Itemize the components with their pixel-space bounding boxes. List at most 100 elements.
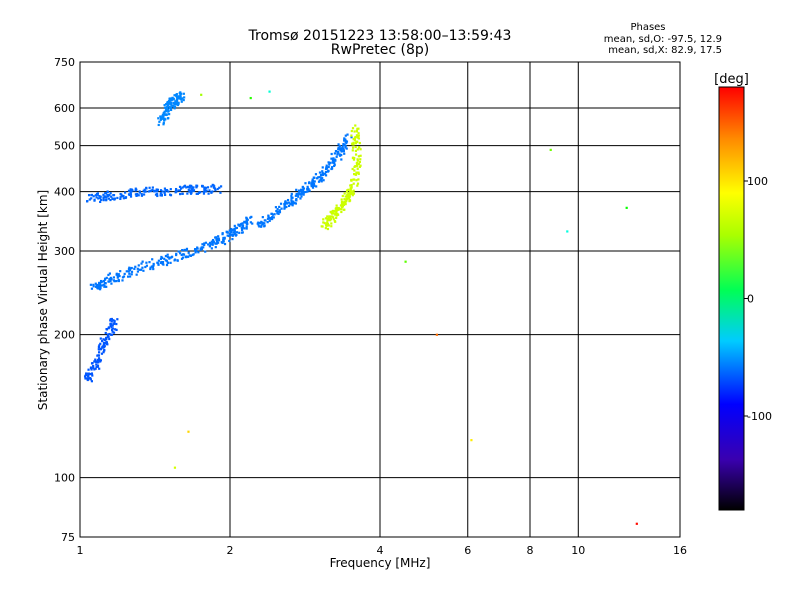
data-point (341, 145, 344, 148)
data-point (166, 102, 169, 105)
data-point (213, 185, 216, 188)
data-point (347, 188, 350, 191)
data-point (87, 375, 90, 378)
data-point (353, 169, 356, 172)
data-point (344, 146, 347, 149)
data-point (141, 266, 144, 269)
data-point (105, 340, 108, 343)
data-point (330, 222, 333, 225)
data-point (342, 147, 345, 150)
data-point (181, 186, 184, 189)
data-point (353, 172, 356, 176)
data-point (151, 188, 154, 192)
data-point (167, 108, 170, 111)
data-point (323, 222, 326, 225)
data-point (108, 278, 111, 281)
data-point (276, 212, 279, 215)
x-tick-label: 1 (77, 544, 84, 557)
data-point (159, 194, 162, 197)
data-point (331, 215, 334, 218)
data-point (358, 165, 361, 168)
data-point (136, 270, 140, 273)
data-point (342, 149, 345, 152)
data-point (299, 197, 302, 200)
data-point (163, 119, 166, 122)
data-point (320, 177, 323, 180)
data-point (354, 173, 358, 176)
data-point (104, 282, 107, 285)
data-point (357, 146, 361, 149)
data-point (90, 362, 94, 365)
data-point (222, 240, 225, 243)
x-tick-label: 8 (527, 544, 534, 557)
axes: 1 2 4 6 8 10 16 75 100 200 300 400 500 600 750 (54, 56, 687, 557)
data-point (339, 147, 343, 151)
data-point (340, 198, 343, 201)
data-point (203, 188, 206, 191)
data-point (357, 163, 360, 166)
data-point (94, 358, 97, 361)
data-point (350, 134, 353, 137)
data-point (142, 193, 146, 196)
data-point (306, 190, 309, 193)
data-point (171, 255, 174, 258)
data-point (335, 208, 338, 211)
data-point (340, 210, 343, 214)
data-point (261, 216, 264, 219)
data-point (352, 192, 356, 195)
data-point (354, 124, 357, 127)
data-point (160, 194, 163, 197)
data-point (138, 268, 141, 271)
data-point (95, 196, 98, 199)
data-point (109, 323, 113, 326)
data-point (195, 184, 198, 187)
data-point (96, 365, 100, 368)
data-point (123, 272, 126, 276)
data-point (318, 179, 321, 182)
data-point (321, 170, 324, 173)
data-point (89, 372, 92, 376)
data-point (89, 378, 92, 381)
data-point (350, 136, 353, 139)
data-point (130, 273, 133, 276)
data-point (355, 171, 358, 174)
data-point (267, 215, 270, 218)
data-point (99, 359, 102, 362)
data-point (185, 247, 189, 250)
data-point (152, 267, 155, 271)
data-point (356, 136, 359, 139)
data-point (175, 93, 178, 96)
data-point (210, 191, 213, 194)
data-point (343, 208, 346, 211)
y-tick-label: 600 (54, 102, 75, 115)
data-point (99, 285, 102, 288)
data-point (357, 155, 360, 158)
data-point (174, 100, 177, 103)
data-point (187, 430, 190, 433)
data-point (138, 191, 142, 194)
data-point (206, 186, 210, 189)
data-point (151, 265, 155, 269)
data-point (302, 191, 305, 194)
data-point (356, 182, 360, 185)
data-point (275, 209, 278, 213)
data-point (346, 189, 349, 192)
data-point (129, 193, 133, 196)
data-point (324, 217, 328, 220)
data-point (102, 338, 105, 341)
data-point (93, 198, 96, 201)
data-point (187, 255, 190, 258)
data-point (159, 118, 162, 121)
data-point (359, 148, 362, 151)
data-point (354, 153, 358, 156)
data-point (286, 198, 290, 202)
data-point (178, 92, 181, 95)
data-point (257, 224, 260, 227)
data-point (92, 283, 95, 286)
data-point (189, 254, 192, 257)
data-point (357, 127, 360, 130)
data-point (191, 253, 194, 257)
data-point (345, 199, 348, 202)
data-point (328, 215, 331, 218)
data-point (105, 199, 108, 202)
